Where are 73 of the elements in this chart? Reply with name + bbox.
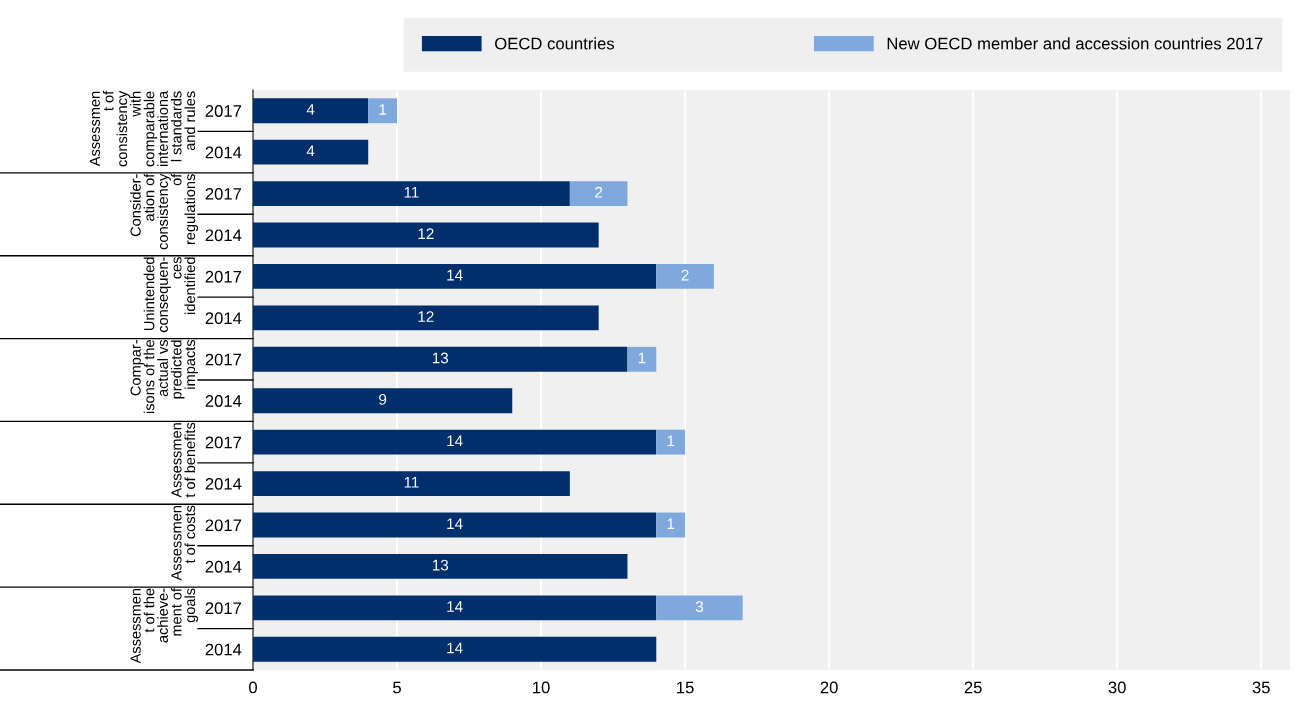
data-label: 11 (404, 187, 419, 198)
data-label: 1 (667, 518, 675, 529)
y-tick-label: 2014 (205, 229, 242, 242)
text: Assessmen t of the achieve- ment of goals (130, 587, 199, 664)
y-tick-label: 2017 (205, 519, 242, 532)
data-label: 14 (447, 518, 463, 529)
y-tick-label: 2017 (205, 187, 242, 200)
bar (656, 264, 714, 289)
y-tick-label: 2014 (205, 146, 242, 159)
y-tick-label: 2017 (205, 353, 242, 366)
y-tick-label: 2017 (205, 602, 242, 615)
data-label: 14 (447, 601, 463, 612)
data-label: 1 (379, 104, 387, 115)
bar (253, 595, 657, 621)
y-tick-label: 2014 (205, 477, 242, 490)
data-label: 12 (418, 311, 434, 322)
y-tick-label: 2017 (205, 270, 242, 283)
data-label: 2 (681, 269, 689, 281)
bar (656, 512, 686, 538)
bar (253, 388, 513, 414)
bar (253, 222, 599, 248)
data-label: 14 (447, 642, 463, 654)
data-label: 11 (404, 477, 419, 488)
x-tick-label: 5 (393, 681, 401, 694)
data-label: 13 (432, 352, 449, 364)
y-tick-label: 2014 (205, 643, 242, 656)
legend-label: New OECD member and accession countries 2017 (887, 37, 1263, 50)
data-label: 2 (595, 186, 603, 198)
x-tick-label: 35 (1252, 681, 1270, 694)
bar (253, 264, 657, 289)
bar (253, 139, 369, 165)
data-label: 1 (638, 352, 646, 364)
bar (253, 98, 369, 124)
data-label: 1 (667, 435, 675, 447)
bar (627, 346, 657, 372)
text: Compar- isons of the actual vs predicted impacts (130, 339, 199, 413)
y-tick-label: 2017 (205, 436, 242, 449)
text: Consider- ation of consistency of regulations (130, 173, 199, 250)
data-label: 14 (447, 435, 463, 447)
text: Assessmen t of benefits (171, 422, 196, 498)
data-label: 12 (418, 228, 434, 239)
bar (368, 98, 398, 124)
bar (656, 595, 743, 621)
bar (253, 636, 657, 662)
x-tick-label: 15 (677, 681, 694, 694)
bar (253, 471, 570, 496)
y-tick-label: 2014 (205, 560, 242, 573)
bar (569, 181, 628, 206)
x-tick-label: 25 (964, 681, 982, 694)
x-tick-label: 20 (820, 681, 838, 694)
data-label: 4 (306, 104, 315, 115)
bar (253, 554, 628, 579)
bar (253, 305, 599, 331)
bar (253, 512, 657, 538)
x-tick-label: 10 (533, 681, 550, 694)
text: Assessmen t of consistency with comparable internationa l standards and rules (89, 90, 196, 167)
x-tick-label: 30 (1108, 681, 1126, 694)
legend-label: OECD countries (495, 37, 615, 50)
text: Unintended consequen- ces identified (143, 257, 196, 333)
bar (253, 181, 570, 206)
bar (253, 429, 657, 455)
text: Assessmen t of costs (171, 505, 196, 581)
data-label: 3 (695, 601, 704, 612)
data-label: 9 (379, 394, 387, 405)
x-tick-label: 0 (249, 681, 257, 694)
data-label: 14 (447, 269, 463, 281)
bar (656, 429, 686, 455)
y-tick-label: 2014 (205, 312, 242, 325)
bar (253, 346, 628, 372)
data-label: 13 (432, 559, 449, 571)
y-tick-label: 2017 (205, 105, 242, 117)
data-label: 4 (306, 145, 315, 157)
y-tick-label: 2014 (205, 395, 242, 407)
